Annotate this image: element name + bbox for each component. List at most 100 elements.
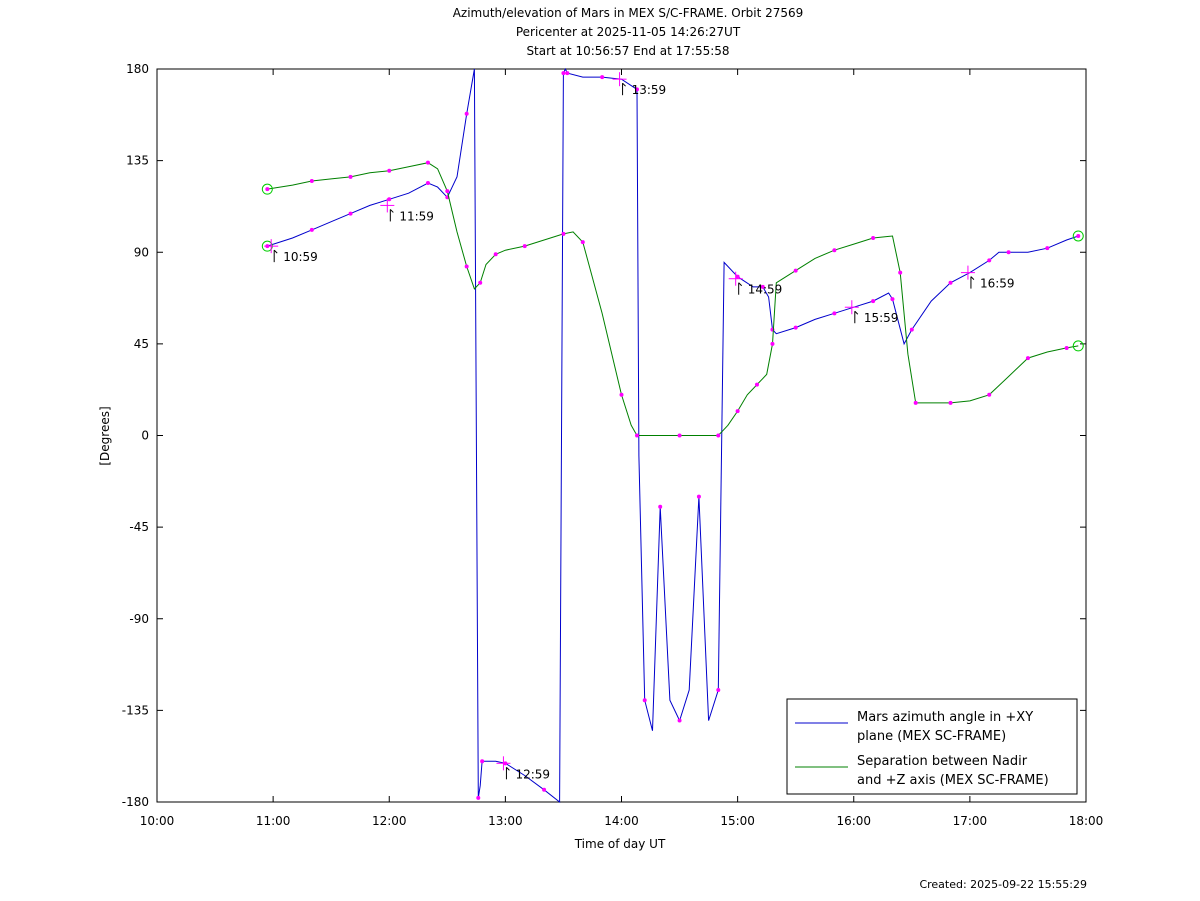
title-line-2: Pericenter at 2025-11-05 14:26:27UT <box>516 25 741 39</box>
x-tick-label: 15:00 <box>720 814 755 828</box>
legend-separation-line-2: and +Z axis (MEX SC-FRAME) <box>857 773 1049 788</box>
series-point <box>580 240 585 245</box>
series-point <box>265 187 270 192</box>
series-point <box>987 258 992 263</box>
hour-marker-pointer-head <box>389 209 394 213</box>
series-point <box>561 71 566 76</box>
series-end-marker <box>1072 340 1084 352</box>
plot-area <box>156 68 1087 803</box>
series-point <box>832 311 837 316</box>
series-point <box>478 280 483 285</box>
series-point <box>522 244 527 249</box>
series-point <box>387 168 392 173</box>
series-point <box>476 795 481 800</box>
series-point <box>1006 250 1011 255</box>
hour-marker-pointer-head <box>506 766 510 771</box>
hour-marker-label: 10:59 <box>283 250 318 264</box>
x-tick-label: 14:00 <box>604 814 639 828</box>
y-tick-label: 45 <box>134 337 149 351</box>
series-point <box>600 75 605 80</box>
series-point <box>1025 356 1030 361</box>
series-point <box>642 698 647 703</box>
marker-layer: 10:59 11:59 12:59 13:59 14:59 15:59 16:59 <box>264 72 1015 781</box>
hour-marker-label: 15:59 <box>864 311 899 325</box>
series-point <box>716 433 721 438</box>
legend-box <box>786 698 1078 795</box>
y-tick-label: 0 <box>141 429 149 443</box>
y-tick-label: -180 <box>122 795 149 809</box>
series-point <box>832 248 837 253</box>
series-point <box>464 111 469 116</box>
hour-marker-label: 13:59 <box>632 83 667 97</box>
legend: Mars azimuth angle in +XY plane (MEX SC-… <box>786 698 1078 795</box>
x-tick-label: 11:00 <box>256 814 291 828</box>
hour-marker-pointer-head <box>854 310 859 315</box>
legend-azimuth-line-1: Mars azimuth angle in +XY <box>857 710 1033 725</box>
hour-marker-pointer-head <box>273 249 278 254</box>
series-point <box>770 341 775 346</box>
y-tick-label: 135 <box>126 154 149 168</box>
series-point <box>464 264 469 269</box>
series-separation-line <box>267 162 1079 436</box>
series-point <box>793 268 798 273</box>
series-end-marker <box>1072 230 1084 242</box>
title-line-3: Start at 10:56:57 End at 17:55:58 <box>526 44 729 58</box>
series-point <box>760 284 765 289</box>
series-point <box>445 189 450 194</box>
created-timestamp: Created: 2025-09-22 15:55:29 <box>919 878 1087 891</box>
series-point <box>480 759 485 764</box>
y-tick-label: -135 <box>122 703 149 717</box>
title-line-1: Azimuth/elevation of Mars in MEX S/C-FRA… <box>453 6 804 20</box>
series-point <box>677 718 682 723</box>
series-point <box>309 227 314 232</box>
chart-title: Azimuth/elevation of Mars in MEX S/C-FRA… <box>453 6 804 58</box>
series-point <box>913 400 918 405</box>
series-point <box>735 274 740 279</box>
y-tick-label: -90 <box>129 612 149 626</box>
series-point <box>387 197 392 202</box>
series-point <box>871 299 876 304</box>
series-point <box>716 688 721 693</box>
series-point <box>754 382 759 387</box>
x-tick-label: 12:00 <box>372 814 407 828</box>
series-point <box>1045 246 1050 251</box>
x-axis: 10:00 11:00 12:00 13:00 14:00 15:00 16:00 17:00… <box>140 69 1104 828</box>
series-point <box>634 433 639 438</box>
series-point <box>948 400 953 405</box>
series-start-marker <box>261 183 273 195</box>
x-axis-label: Time of day UT <box>574 837 666 851</box>
series-point <box>348 211 353 216</box>
legend-azimuth-line-2: plane (MEX SC-FRAME) <box>857 729 1006 744</box>
series-point <box>425 160 430 165</box>
series-point <box>634 87 639 92</box>
x-tick-label: 16:00 <box>836 814 871 828</box>
hour-marker-pointer-head <box>738 282 743 287</box>
series-point <box>348 174 353 179</box>
y-tick-label: -45 <box>129 520 149 534</box>
x-tick-label: 18:00 <box>1069 814 1104 828</box>
series-point <box>493 252 498 257</box>
series-point <box>309 178 314 183</box>
series-point <box>909 327 914 332</box>
series-point <box>735 409 740 414</box>
x-tick-label: 13:00 <box>488 814 523 828</box>
series-point <box>890 297 895 302</box>
series-point <box>1076 233 1081 238</box>
y-tick-label: 180 <box>126 62 149 76</box>
hour-marker-pointer-head <box>622 82 626 87</box>
series-point <box>696 494 701 499</box>
series-point <box>619 392 624 397</box>
hour-marker-label: 11:59 <box>399 209 434 223</box>
hour-marker-label: 12:59 <box>515 767 550 781</box>
series-point <box>565 71 570 76</box>
y-tick-label: 90 <box>134 245 149 259</box>
series-point <box>1064 345 1069 350</box>
x-tick-label: 10:00 <box>140 814 175 828</box>
series-point <box>871 235 876 240</box>
series-point <box>561 231 566 236</box>
series-point <box>987 392 992 397</box>
series-point <box>658 504 663 509</box>
series-layer <box>261 67 1084 804</box>
hour-marker-label: 16:59 <box>980 277 1015 291</box>
